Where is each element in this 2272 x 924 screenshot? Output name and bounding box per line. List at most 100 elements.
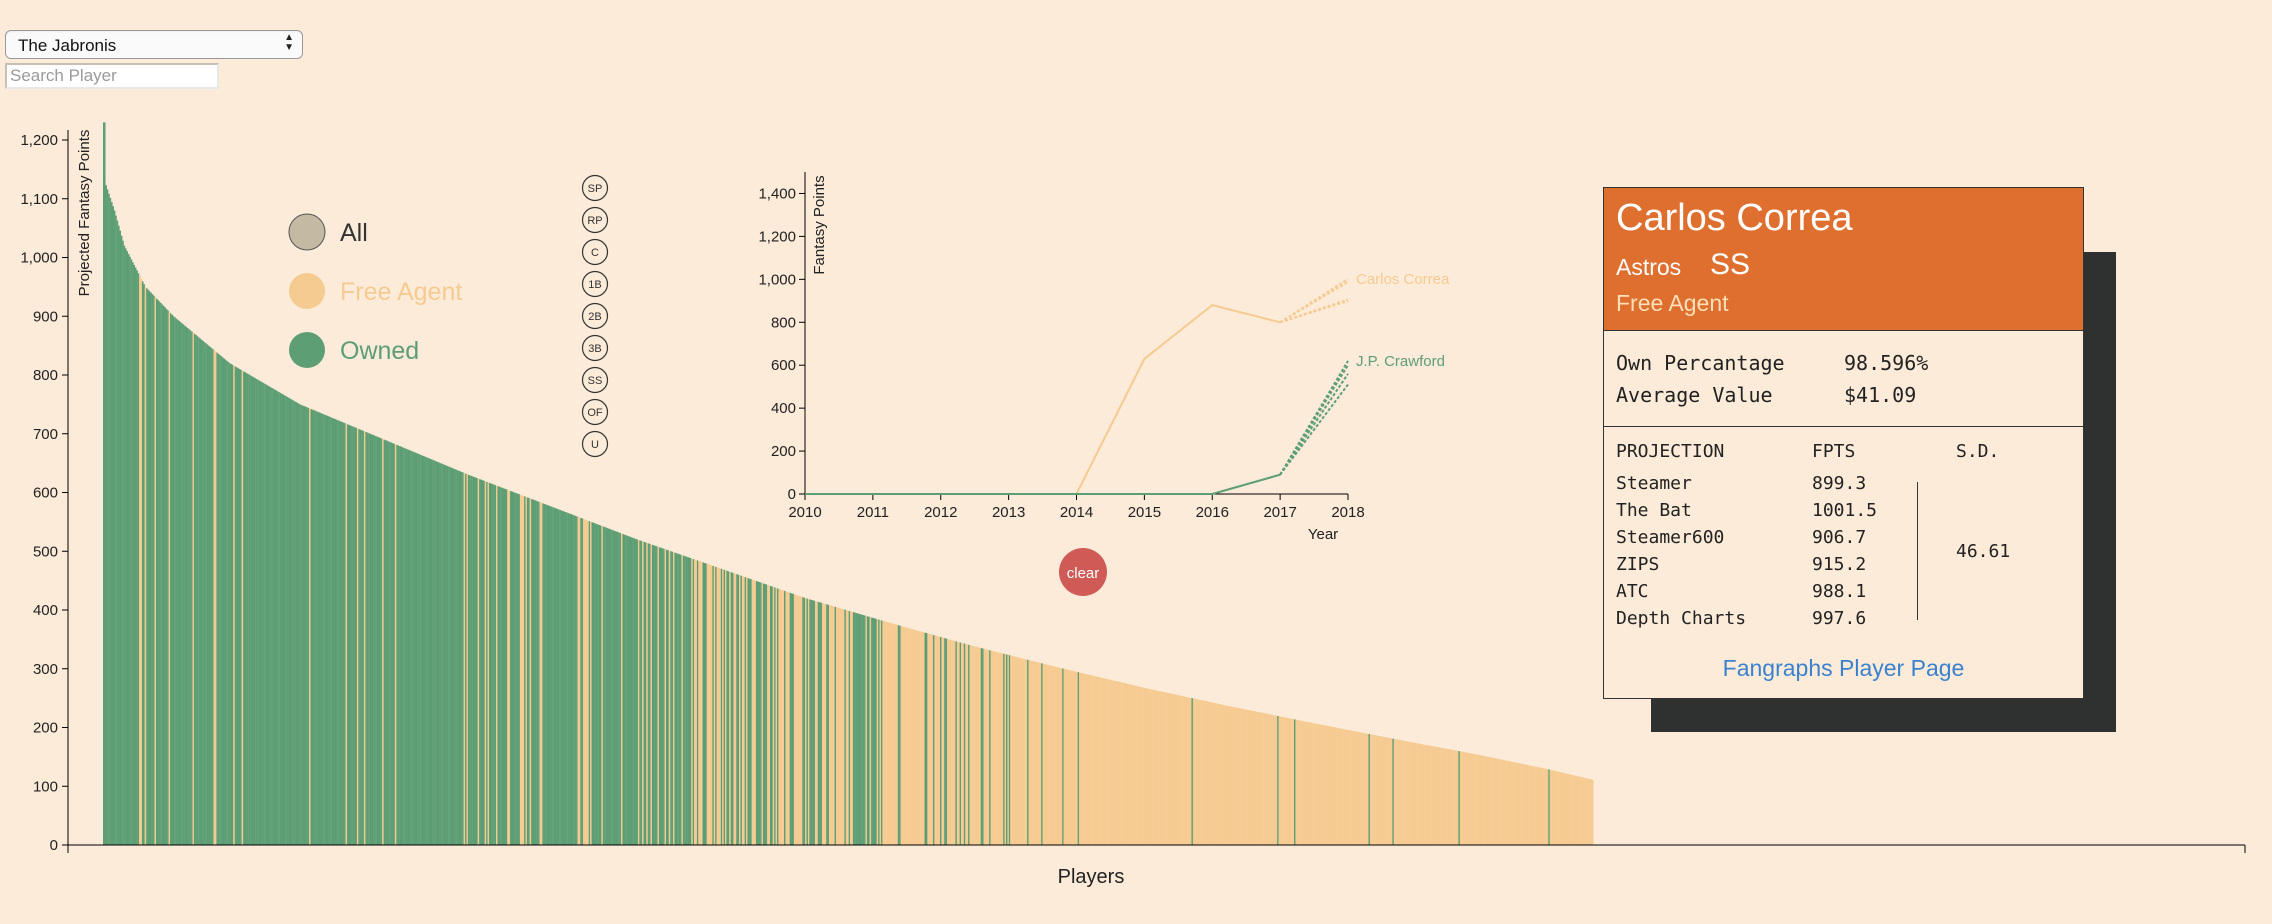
player-bar[interactable] [1145, 688, 1147, 845]
player-bar[interactable] [189, 330, 192, 846]
player-bar[interactable] [501, 487, 504, 845]
player-bar[interactable] [410, 450, 412, 845]
player-bar[interactable] [1494, 758, 1497, 845]
player-bar[interactable] [455, 469, 457, 845]
player-bar[interactable] [1167, 693, 1170, 845]
player-bar[interactable] [497, 486, 499, 845]
player-bar[interactable] [717, 567, 720, 845]
player-bar[interactable] [1298, 720, 1300, 845]
player-bar[interactable] [526, 497, 529, 845]
player-bar[interactable] [427, 457, 429, 845]
fangraphs-link[interactable]: Fangraphs Player Page [1722, 655, 1965, 681]
player-bar[interactable] [1305, 721, 1307, 845]
player-bar[interactable] [304, 406, 307, 845]
player-bar[interactable] [775, 587, 778, 845]
player-bar[interactable] [654, 545, 657, 845]
legend-label[interactable]: All [340, 219, 368, 247]
player-bar[interactable] [573, 515, 575, 845]
player-bar[interactable] [970, 645, 973, 845]
player-bar[interactable] [1367, 733, 1369, 845]
player-bar[interactable] [1249, 710, 1251, 845]
player-bar[interactable] [338, 420, 341, 845]
player-bar[interactable] [1546, 769, 1549, 845]
player-bar[interactable] [772, 586, 775, 845]
player-bar[interactable] [389, 441, 391, 845]
player-bar[interactable] [1545, 768, 1548, 845]
player-bar[interactable] [193, 333, 196, 846]
player-bar[interactable] [1582, 777, 1584, 845]
player-bar[interactable] [438, 462, 440, 845]
player-bar[interactable] [1195, 699, 1198, 845]
player-bar[interactable] [899, 625, 901, 845]
player-bar[interactable] [865, 615, 868, 845]
player-bar[interactable] [1208, 701, 1210, 845]
player-bar[interactable] [540, 502, 543, 845]
player-bar[interactable] [1270, 714, 1272, 845]
player-bar[interactable] [1371, 734, 1373, 845]
player-bar[interactable] [1448, 749, 1451, 845]
player-bar[interactable] [1555, 771, 1557, 845]
player-bar[interactable] [836, 607, 838, 845]
player-bar[interactable] [1073, 671, 1075, 845]
player-bar[interactable] [621, 533, 623, 845]
player-bar[interactable] [1351, 730, 1354, 845]
player-bar[interactable] [1264, 713, 1267, 845]
player-bar[interactable] [306, 407, 308, 845]
player-bar[interactable] [1405, 741, 1407, 845]
player-bar[interactable] [307, 407, 310, 845]
player-bar[interactable] [348, 424, 351, 845]
player-bar[interactable] [1153, 689, 1156, 845]
player-bar[interactable] [1191, 698, 1194, 845]
player-bar[interactable] [830, 605, 832, 845]
player-bar[interactable] [619, 533, 622, 845]
player-bar[interactable] [491, 484, 494, 845]
player-bar[interactable] [377, 437, 380, 845]
player-bar[interactable] [852, 612, 855, 845]
player-bar[interactable] [1121, 682, 1123, 845]
player-bar[interactable] [792, 593, 794, 845]
player-bar[interactable] [961, 642, 963, 845]
player-bar[interactable] [883, 621, 886, 845]
player-bar[interactable] [630, 537, 633, 845]
player-bar[interactable] [746, 577, 748, 845]
player-bar[interactable] [688, 557, 691, 845]
player-bar[interactable] [623, 534, 626, 845]
player-bar[interactable] [345, 423, 348, 845]
legend-item-free-agent[interactable]: Free Agent [289, 273, 462, 309]
player-bar[interactable] [331, 417, 334, 845]
player-bar[interactable] [238, 369, 241, 845]
position-filter-rp[interactable]: RP [581, 206, 609, 234]
player-bar[interactable] [538, 501, 540, 845]
player-bar[interactable] [927, 633, 929, 846]
player-bar[interactable] [612, 530, 615, 845]
player-bar[interactable] [1001, 653, 1004, 845]
player-bar[interactable] [1365, 733, 1368, 845]
player-bar[interactable] [133, 264, 136, 845]
player-bar[interactable] [710, 565, 713, 845]
player-bar[interactable] [1509, 761, 1511, 845]
player-bar[interactable] [595, 523, 598, 845]
player-bar[interactable] [1170, 693, 1172, 845]
player-bar[interactable] [1379, 736, 1382, 845]
player-bar[interactable] [895, 624, 897, 845]
player-bar[interactable] [119, 230, 121, 845]
player-bar[interactable] [1329, 726, 1331, 845]
player-bar[interactable] [1496, 758, 1498, 845]
player-bar[interactable] [170, 313, 172, 845]
player-bar[interactable] [647, 543, 650, 845]
player-bar[interactable] [1257, 712, 1260, 845]
player-bar[interactable] [295, 401, 297, 845]
player-bar[interactable] [1038, 662, 1040, 845]
player-bar[interactable] [139, 275, 141, 845]
player-bar[interactable] [986, 649, 988, 845]
player-bar[interactable] [1014, 656, 1016, 845]
player-bar[interactable] [1322, 724, 1324, 845]
player-bar[interactable] [1250, 710, 1253, 845]
player-bar[interactable] [1143, 687, 1146, 845]
player-bar[interactable] [217, 353, 220, 845]
player-bar[interactable] [1506, 760, 1508, 845]
player-bar[interactable] [1090, 675, 1092, 845]
player-bar[interactable] [736, 574, 738, 845]
player-bar[interactable] [459, 471, 462, 845]
player-bar[interactable] [137, 273, 140, 845]
